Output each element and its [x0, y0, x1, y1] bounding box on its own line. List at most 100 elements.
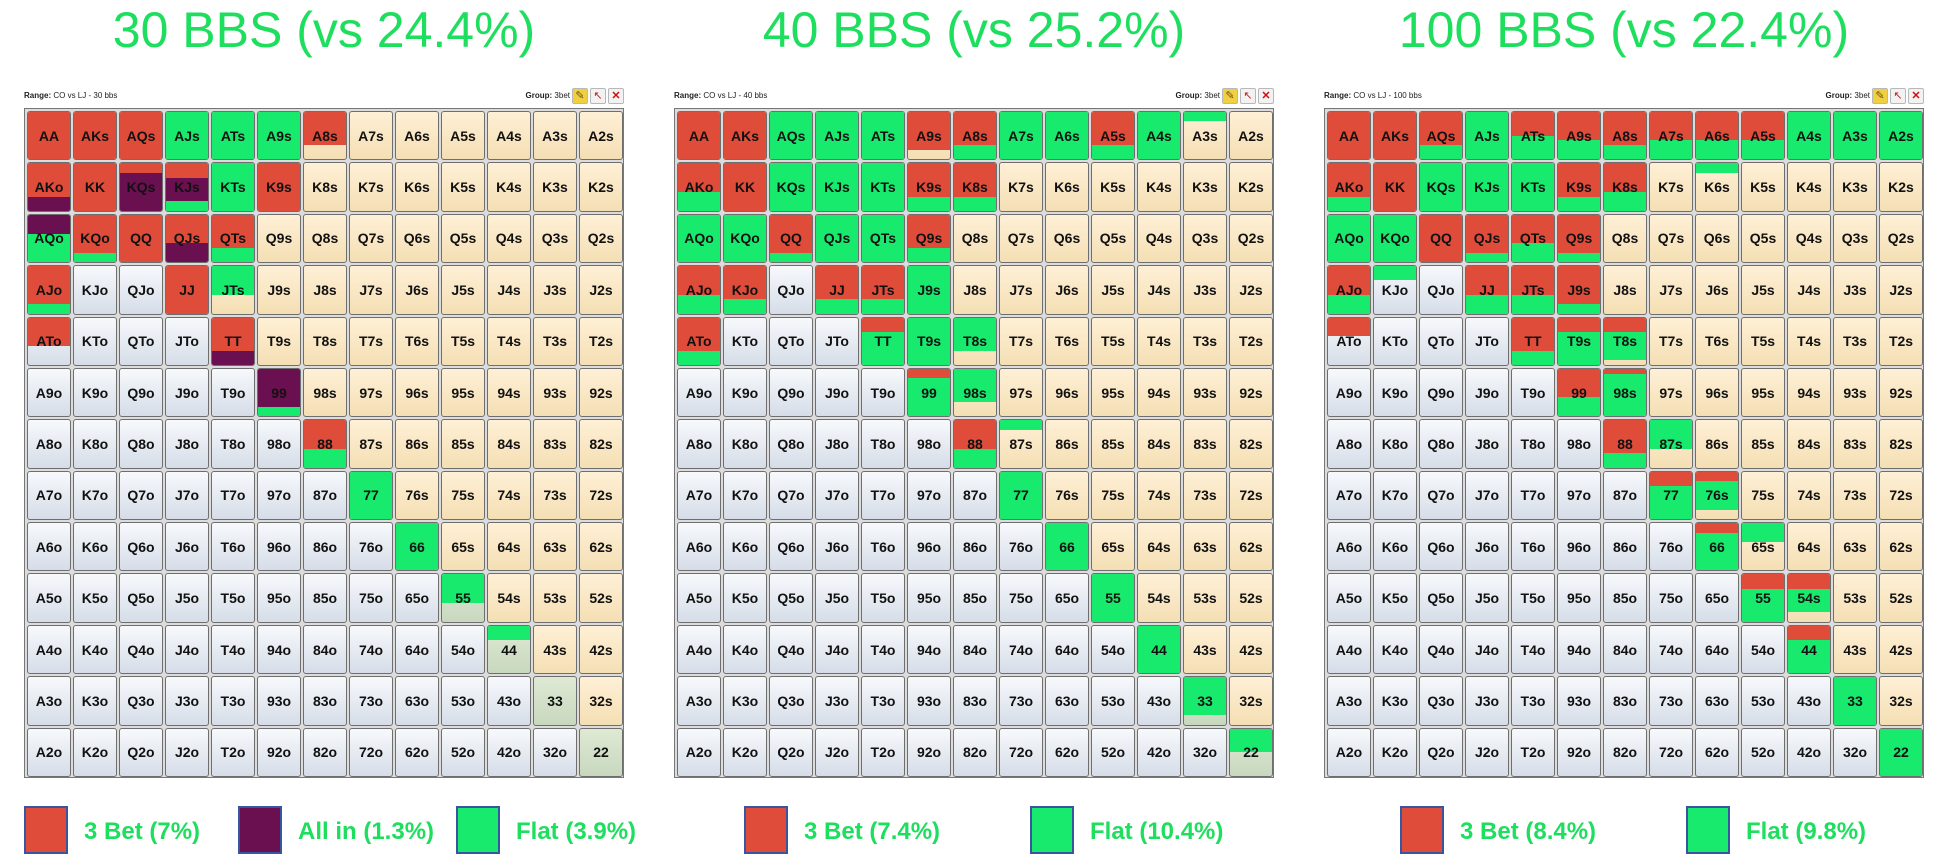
hand-cell-86s[interactable]: 86s	[1045, 419, 1089, 469]
hand-cell-32s[interactable]: 32s	[1879, 676, 1923, 726]
hand-cell-92o[interactable]: 92o	[1557, 727, 1601, 777]
hand-cell-j7o[interactable]: J7o	[815, 470, 859, 521]
hand-cell-t5o[interactable]: T5o	[861, 573, 905, 623]
hand-cell-85s[interactable]: 85s	[1091, 419, 1135, 469]
hand-cell-t4s[interactable]: T4s	[1787, 316, 1831, 366]
hand-cell-j9o[interactable]: J9o	[1465, 367, 1509, 418]
hand-cell-86o[interactable]: 86o	[303, 522, 347, 572]
hand-cell-q9o[interactable]: Q9o	[119, 367, 163, 418]
hand-cell-t4s[interactable]: T4s	[1137, 316, 1181, 366]
hand-cell-76o[interactable]: 76o	[999, 522, 1043, 572]
hand-cell-a3s[interactable]: A3s	[1833, 111, 1877, 161]
hand-cell-97o[interactable]: 97o	[1557, 470, 1601, 521]
hand-cell-83s[interactable]: 83s	[1183, 419, 1227, 469]
hand-cell-kqo[interactable]: KQo	[1373, 213, 1417, 264]
hand-cell-52o[interactable]: 52o	[1091, 727, 1135, 777]
hand-cell-66[interactable]: 66	[1045, 522, 1089, 572]
hand-cell-65s[interactable]: 65s	[1091, 522, 1135, 572]
hand-cell-a4s[interactable]: A4s	[1787, 111, 1831, 161]
hand-cell-95s[interactable]: 95s	[1091, 367, 1135, 418]
hand-cell-j6o[interactable]: J6o	[815, 522, 859, 572]
hand-cell-33[interactable]: 33	[1183, 676, 1227, 726]
hand-cell-98o[interactable]: 98o	[1557, 419, 1601, 469]
hand-cell-t9s[interactable]: T9s	[257, 316, 301, 366]
hand-cell-q7s[interactable]: Q7s	[349, 213, 393, 264]
hand-cell-t3o[interactable]: T3o	[211, 676, 255, 726]
cursor-icon[interactable]: ↖	[590, 88, 606, 104]
hand-cell-k2o[interactable]: K2o	[1373, 727, 1417, 777]
hand-cell-k6o[interactable]: K6o	[73, 522, 117, 572]
hand-cell-aqo[interactable]: AQo	[27, 213, 71, 264]
hand-cell-k3s[interactable]: K3s	[533, 162, 577, 212]
hand-cell-q9o[interactable]: Q9o	[1419, 367, 1463, 418]
hand-cell-94o[interactable]: 94o	[1557, 624, 1601, 675]
hand-cell-84o[interactable]: 84o	[1603, 624, 1647, 675]
hand-cell-t4o[interactable]: T4o	[211, 624, 255, 675]
hand-cell-k7o[interactable]: K7o	[1373, 470, 1417, 521]
hand-cell-a4o[interactable]: A4o	[677, 624, 721, 675]
hand-cell-j5o[interactable]: J5o	[815, 573, 859, 623]
hand-cell-q2s[interactable]: Q2s	[579, 213, 623, 264]
hand-cell-jto[interactable]: JTo	[1465, 316, 1509, 366]
hand-cell-75s[interactable]: 75s	[441, 470, 485, 521]
hand-cell-j7o[interactable]: J7o	[165, 470, 209, 521]
hand-cell-a6o[interactable]: A6o	[27, 522, 71, 572]
hand-cell-62o[interactable]: 62o	[1695, 727, 1739, 777]
hand-cell-k7s[interactable]: K7s	[1649, 162, 1693, 212]
hand-cell-a3s[interactable]: A3s	[533, 111, 577, 161]
hand-cell-87o[interactable]: 87o	[953, 470, 997, 521]
hand-cell-k3o[interactable]: K3o	[1373, 676, 1417, 726]
hand-cell-aqs[interactable]: AQs	[1419, 111, 1463, 161]
hand-cell-a9o[interactable]: A9o	[677, 367, 721, 418]
hand-cell-32s[interactable]: 32s	[579, 676, 623, 726]
hand-cell-96s[interactable]: 96s	[1695, 367, 1739, 418]
hand-cell-82o[interactable]: 82o	[303, 727, 347, 777]
hand-cell-q5o[interactable]: Q5o	[119, 573, 163, 623]
hand-cell-qjs[interactable]: QJs	[165, 213, 209, 264]
hand-cell-kk[interactable]: KK	[723, 162, 767, 212]
hand-cell-k2s[interactable]: K2s	[1879, 162, 1923, 212]
hand-cell-k5s[interactable]: K5s	[1091, 162, 1135, 212]
hand-cell-jts[interactable]: JTs	[861, 265, 905, 315]
hand-cell-74o[interactable]: 74o	[999, 624, 1043, 675]
hand-cell-j9s[interactable]: J9s	[907, 265, 951, 315]
hand-cell-j7s[interactable]: J7s	[1649, 265, 1693, 315]
hand-cell-96o[interactable]: 96o	[907, 522, 951, 572]
hand-cell-qjo[interactable]: QJo	[1419, 265, 1463, 315]
hand-cell-kts[interactable]: KTs	[1511, 162, 1555, 212]
hand-cell-k9s[interactable]: K9s	[907, 162, 951, 212]
hand-cell-76o[interactable]: 76o	[1649, 522, 1693, 572]
hand-cell-k6o[interactable]: K6o	[1373, 522, 1417, 572]
hand-cell-aks[interactable]: AKs	[73, 111, 117, 161]
hand-cell-98o[interactable]: 98o	[907, 419, 951, 469]
cursor-icon[interactable]: ↖	[1890, 88, 1906, 104]
hand-cell-q3o[interactable]: Q3o	[119, 676, 163, 726]
hand-cell-aqs[interactable]: AQs	[769, 111, 813, 161]
hand-cell-a3o[interactable]: A3o	[27, 676, 71, 726]
hand-cell-q6s[interactable]: Q6s	[1695, 213, 1739, 264]
hand-cell-q5s[interactable]: Q5s	[1091, 213, 1135, 264]
hand-cell-a7o[interactable]: A7o	[1327, 470, 1371, 521]
hand-cell-q5s[interactable]: Q5s	[1741, 213, 1785, 264]
hand-cell-98o[interactable]: 98o	[257, 419, 301, 469]
hand-cell-84o[interactable]: 84o	[303, 624, 347, 675]
hand-cell-95o[interactable]: 95o	[1557, 573, 1601, 623]
hand-cell-k8s[interactable]: K8s	[953, 162, 997, 212]
hand-cell-22[interactable]: 22	[579, 727, 623, 777]
pencil-icon[interactable]: ✎	[1222, 88, 1238, 104]
hand-cell-ajo[interactable]: AJo	[27, 265, 71, 315]
hand-cell-t8o[interactable]: T8o	[861, 419, 905, 469]
hand-cell-54s[interactable]: 54s	[1137, 573, 1181, 623]
hand-cell-a2s[interactable]: A2s	[1229, 111, 1273, 161]
hand-cell-84o[interactable]: 84o	[953, 624, 997, 675]
hand-cell-q4s[interactable]: Q4s	[1787, 213, 1831, 264]
hand-cell-42s[interactable]: 42s	[1879, 624, 1923, 675]
hand-cell-qjs[interactable]: QJs	[815, 213, 859, 264]
hand-cell-t2s[interactable]: T2s	[1229, 316, 1273, 366]
hand-cell-a6s[interactable]: A6s	[1695, 111, 1739, 161]
hand-cell-a8s[interactable]: A8s	[1603, 111, 1647, 161]
hand-cell-95o[interactable]: 95o	[257, 573, 301, 623]
hand-cell-93s[interactable]: 93s	[533, 367, 577, 418]
hand-cell-97s[interactable]: 97s	[349, 367, 393, 418]
hand-cell-94s[interactable]: 94s	[487, 367, 531, 418]
